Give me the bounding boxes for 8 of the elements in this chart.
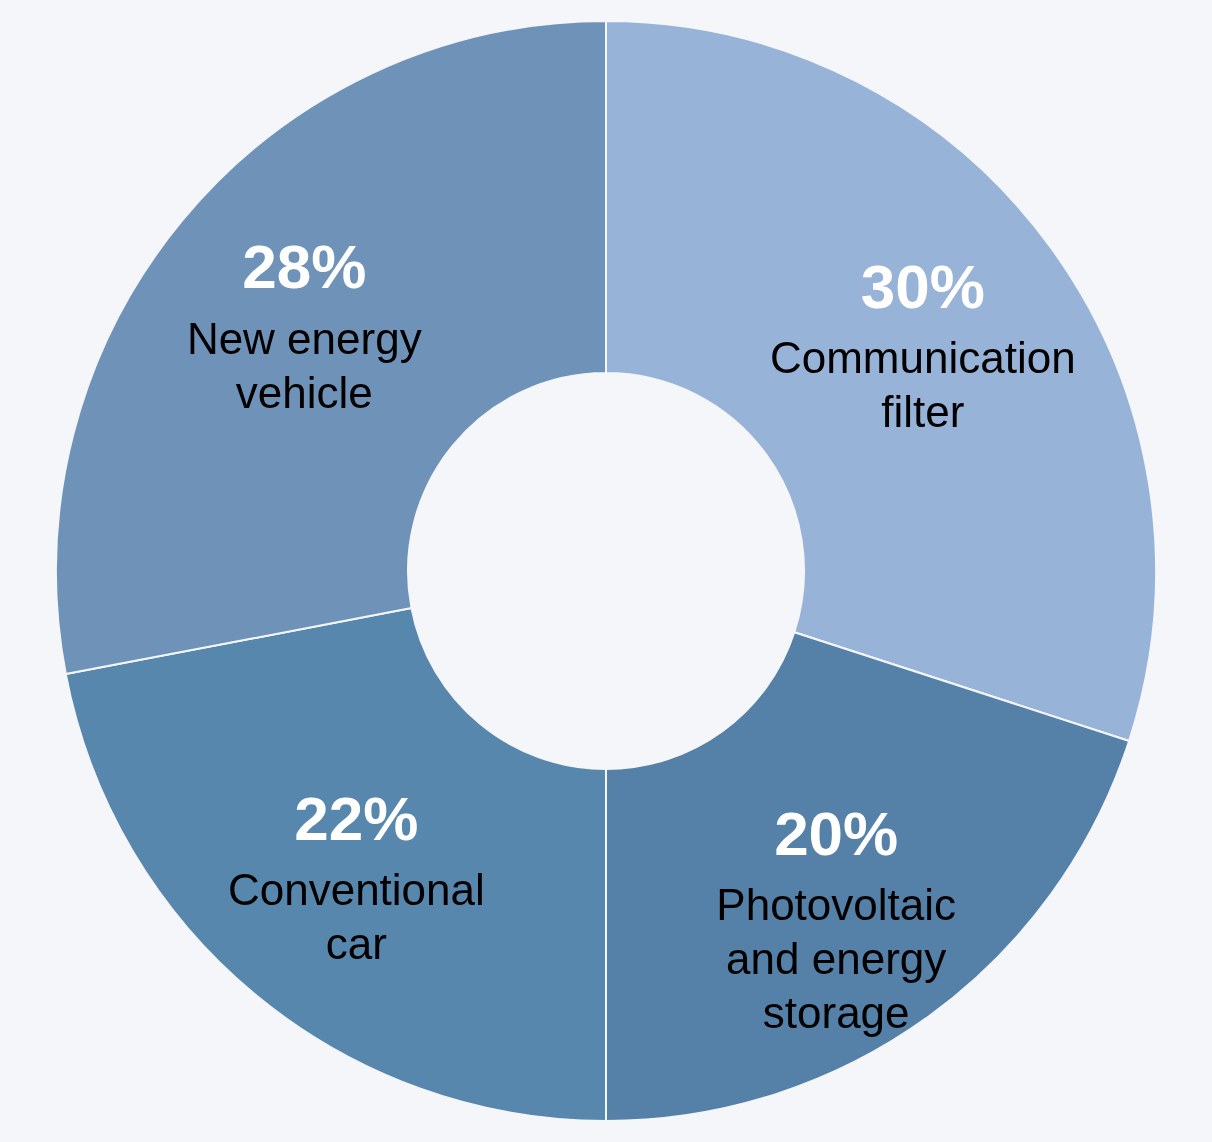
slice-label: New energy vehicle bbox=[186, 313, 422, 417]
data-label: 22% bbox=[294, 783, 419, 853]
slice-label: Conventional car bbox=[227, 864, 485, 968]
data-label: 28% bbox=[242, 232, 367, 302]
slice-label: Communication filter bbox=[769, 332, 1076, 436]
data-label: 30% bbox=[860, 251, 985, 321]
slice-label: Photovoltaic and energy storage bbox=[716, 879, 957, 1037]
data-label: 20% bbox=[774, 798, 899, 868]
